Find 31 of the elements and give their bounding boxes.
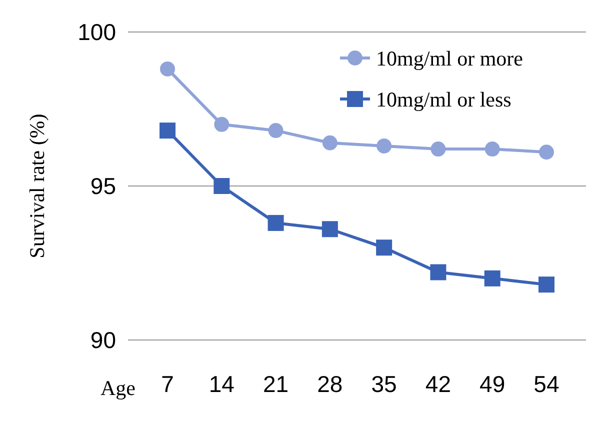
x-tick-label: 42 — [425, 371, 452, 397]
point — [484, 270, 500, 286]
point — [268, 123, 284, 138]
y-tick-label: 95 — [90, 173, 116, 200]
point — [160, 122, 176, 139]
y-tick-label: 100 — [78, 19, 116, 46]
point — [538, 144, 554, 160]
x-tick-label: 14 — [208, 371, 235, 397]
legend-label: 10mg/ml or more — [376, 46, 523, 70]
point — [430, 264, 446, 280]
point — [376, 138, 392, 154]
point — [268, 214, 284, 231]
x-tick-label: 54 — [534, 371, 560, 397]
legend-label: 10mg/ml or less — [376, 87, 512, 112]
point — [376, 240, 392, 256]
point — [214, 178, 230, 194]
point — [322, 135, 338, 150]
point — [484, 142, 500, 157]
x-axis-title: Age — [100, 376, 136, 400]
point — [538, 276, 554, 293]
x-tick-label: 35 — [371, 371, 397, 397]
point — [322, 221, 338, 238]
x-tick-label: 49 — [480, 371, 506, 397]
x-tick-label: 7 — [161, 371, 174, 397]
point — [430, 142, 446, 157]
y-tick-label: 90 — [90, 327, 116, 354]
point — [214, 116, 230, 132]
point — [160, 61, 176, 76]
x-tick-label: 28 — [317, 371, 343, 397]
y-axis-title: Survival rate (%) — [25, 114, 49, 258]
x-tick-label: 21 — [262, 371, 289, 397]
